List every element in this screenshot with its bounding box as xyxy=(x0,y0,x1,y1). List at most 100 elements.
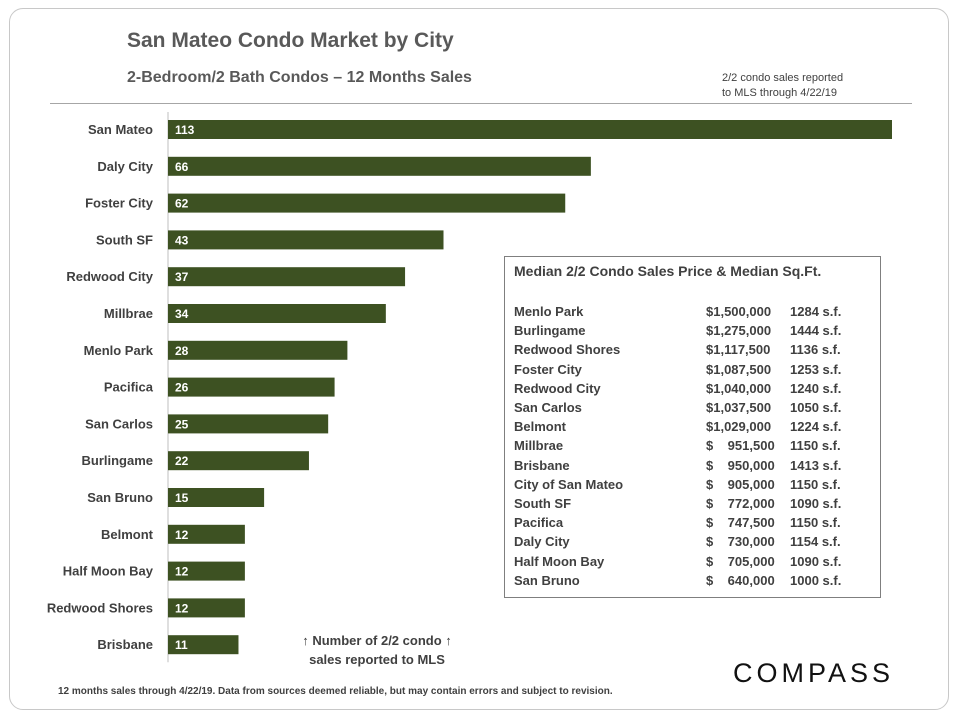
table-city: Foster City xyxy=(514,361,582,377)
table-city: Redwood City xyxy=(514,380,601,396)
bar-san-bruno xyxy=(168,488,265,507)
bar-value-label: 113 xyxy=(175,123,195,137)
table-price: $ 747,500 xyxy=(706,515,775,531)
table-price: $ 951,500 xyxy=(706,438,775,454)
chart-annotation: ↑ Number of 2/2 condo ↑ sales reported t… xyxy=(282,631,472,669)
table-sqft: 1284 s.f. xyxy=(790,304,842,319)
bar-value-label: 12 xyxy=(175,601,189,615)
compass-logo: COMPASS xyxy=(733,658,895,688)
table-price: $ 640,000 xyxy=(706,572,775,588)
median-price-table: Median 2/2 Condo Sales Price & Median Sq… xyxy=(504,256,881,598)
category-label: San Carlos xyxy=(85,416,153,431)
table-sqft: 1154 s.f. xyxy=(790,534,841,550)
table-sqft: 1150 s.f. xyxy=(790,515,841,531)
bar-burlingame xyxy=(168,451,309,471)
table-row: City of San Mateo $ 905,000 1150 s.f. xyxy=(505,477,880,496)
table-row: San Bruno $ 640,000 1000 s.f. xyxy=(505,573,880,592)
category-label: Daly City xyxy=(97,159,153,174)
bar-san-mateo xyxy=(168,120,892,139)
bar-half-moon-bay xyxy=(168,561,245,581)
table-city: Brisbane xyxy=(514,457,570,473)
table-price: $1,087,500 xyxy=(706,361,772,377)
bar-value-label: 34 xyxy=(175,307,189,321)
table-city: Pacifica xyxy=(514,515,564,531)
table-row: Brisbane $ 950,000 1413 s.f. xyxy=(505,458,880,477)
table-sqft: 1224 s.f. xyxy=(790,419,842,435)
table-row: Millbrae $ 951,500 1150 s.f. xyxy=(505,438,880,457)
table-price: $1,029,000 xyxy=(706,419,772,435)
table-row: Menlo Park $1,500,000 1284 s.f. xyxy=(505,304,880,323)
bar-menlo-park xyxy=(168,340,348,360)
bar-value-label: 22 xyxy=(175,454,189,468)
annotation-line2: sales reported to MLS xyxy=(309,652,445,667)
bar-pacifica xyxy=(168,377,335,397)
table-city: City of San Mateo xyxy=(514,476,624,492)
table-city: San Carlos xyxy=(514,400,582,415)
median-table-title: Median 2/2 Condo Sales Price & Median Sq… xyxy=(514,263,822,279)
bar-value-label: 25 xyxy=(175,417,189,431)
table-city: South SF xyxy=(514,496,572,511)
table-sqft: 1253 s.f. xyxy=(790,361,842,377)
bar-san-carlos xyxy=(168,414,329,434)
chart-title: San Mateo Condo Market by City xyxy=(127,29,454,52)
table-city: Menlo Park xyxy=(514,304,584,319)
table-city: San Bruno xyxy=(514,572,580,588)
table-price: $ 705,000 xyxy=(706,553,775,569)
bar-value-label: 37 xyxy=(175,270,189,284)
table-sqft: 1136 s.f. xyxy=(790,342,841,358)
table-sqft: 1050 s.f. xyxy=(790,400,842,415)
footer-disclaimer: 12 months sales through 4/22/19. Data fr… xyxy=(58,686,613,697)
bar-value-label: 62 xyxy=(175,197,189,211)
bar-value-label: 43 xyxy=(175,233,189,247)
category-label: Half Moon Bay xyxy=(63,564,154,579)
table-sqft: 1444 s.f. xyxy=(790,323,842,339)
category-label: Burlingame xyxy=(81,453,153,468)
table-sqft: 1413 s.f. xyxy=(790,457,842,473)
table-sqft: 1090 s.f. xyxy=(790,553,842,569)
table-city: Redwood Shores xyxy=(514,342,621,358)
bar-value-label: 26 xyxy=(175,381,189,395)
table-row: Pacifica $ 747,500 1150 s.f. xyxy=(505,515,880,534)
table-sqft: 1150 s.f. xyxy=(790,476,841,492)
table-row: San Carlos $1,037,500 1050 s.f. xyxy=(505,400,880,419)
category-label: Millbrae xyxy=(104,306,153,321)
data-note-line2: to MLS through 4/22/19 xyxy=(722,87,837,99)
bar-value-label: 11 xyxy=(175,638,188,652)
table-city: Belmont xyxy=(514,419,566,435)
table-price: $ 950,000 xyxy=(706,457,775,473)
bar-daly-city xyxy=(168,156,591,176)
bar-belmont xyxy=(168,524,245,544)
table-price: $1,275,000 xyxy=(706,323,772,339)
category-label: San Bruno xyxy=(87,490,153,505)
table-price: $1,500,000 xyxy=(706,304,772,319)
bar-value-label: 66 xyxy=(175,160,189,174)
table-row: Burlingame $1,275,000 1444 s.f. xyxy=(505,323,880,342)
bar-millbrae xyxy=(168,304,386,323)
category-label: Belmont xyxy=(101,527,154,542)
table-price: $ 730,000 xyxy=(706,534,775,550)
table-city: Daly City xyxy=(514,534,570,550)
category-label: Brisbane xyxy=(97,637,153,652)
table-city: Half Moon Bay xyxy=(514,553,605,569)
table-price: $ 772,000 xyxy=(706,496,775,511)
table-price: $1,040,000 xyxy=(706,380,772,396)
table-sqft: 1240 s.f. xyxy=(790,380,842,396)
table-price: $1,117,500 xyxy=(706,342,771,358)
table-row: Redwood Shores $1,117,500 1136 s.f. xyxy=(505,342,880,361)
chart-subtitle: 2-Bedroom/2 Bath Condos – 12 Months Sale… xyxy=(127,69,472,86)
table-row: Half Moon Bay $ 705,000 1090 s.f. xyxy=(505,554,880,573)
table-sqft: 1150 s.f. xyxy=(790,438,841,454)
table-sqft: 1090 s.f. xyxy=(790,496,842,511)
table-row: Daly City $ 730,000 1154 s.f. xyxy=(505,534,880,553)
bar-south-sf xyxy=(168,230,444,250)
bar-brisbane xyxy=(168,635,239,655)
annotation-line1: ↑ Number of 2/2 condo ↑ xyxy=(302,633,452,648)
category-label: Menlo Park xyxy=(84,343,154,358)
table-price: $1,037,500 xyxy=(706,400,772,415)
table-row: Foster City $1,087,500 1253 s.f. xyxy=(505,362,880,381)
category-label: Redwood Shores xyxy=(47,600,153,615)
bar-value-label: 28 xyxy=(175,344,189,358)
data-note-line1: 2/2 condo sales reported xyxy=(722,72,844,84)
table-city: Millbrae xyxy=(514,438,564,454)
table-row: South SF $ 772,000 1090 s.f. xyxy=(505,496,880,515)
